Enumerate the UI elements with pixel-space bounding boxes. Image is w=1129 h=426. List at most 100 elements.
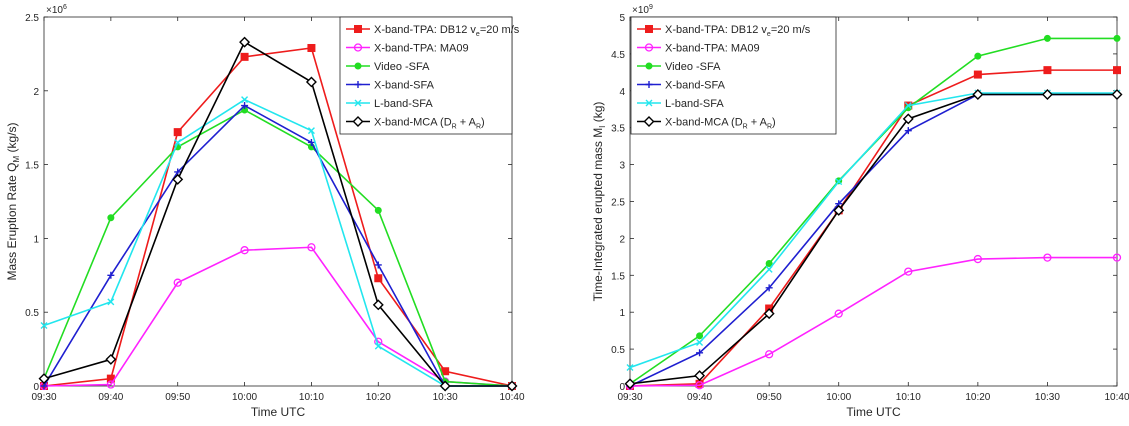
data-point [973, 70, 982, 79]
data-point [374, 206, 382, 214]
data-point [307, 127, 315, 135]
data-point [764, 350, 774, 359]
legend: X-band-TPA: DB12 ve=20 m/s X-band-TPA: MA… [630, 16, 837, 135]
data-point [240, 246, 249, 255]
legend-entry: X-band-MCA (DR + AR) [346, 116, 485, 131]
data-point [904, 102, 912, 110]
data-point [834, 309, 843, 318]
data-point [626, 364, 634, 372]
legend-label: L-band-SFA [665, 98, 724, 110]
legend-entry: X-band-TPA: MA09 [637, 43, 760, 55]
series-6 [38, 36, 518, 392]
data-point [374, 274, 383, 283]
legend-swatch-marker [645, 99, 653, 107]
series-line [43, 246, 513, 387]
series-line [629, 69, 1117, 387]
data-point [765, 265, 773, 273]
x-tick-label: 10:20 [965, 392, 990, 403]
data-point [1111, 89, 1123, 100]
series-line [629, 256, 1117, 387]
data-point [1041, 89, 1053, 100]
legend-entry: X-band-MCA (DR + AR) [637, 116, 776, 131]
data-point [107, 214, 115, 222]
x-tick-label: 09:40 [98, 392, 123, 403]
data-point [696, 338, 704, 346]
data-point [902, 113, 914, 125]
data-point [763, 308, 775, 320]
x-tick-label: 10:10 [299, 392, 324, 403]
x-tick-label: 09:50 [165, 392, 190, 403]
x-tick-label: 10:00 [232, 392, 257, 403]
legend-label: X-band-MCA (DR + AR) [374, 117, 485, 131]
legend-entry: L-band-SFA [637, 98, 724, 110]
y-tick-label: 1 [33, 234, 39, 245]
legend-label: Video -SFA [374, 61, 430, 73]
x-tick-label: 10:30 [1035, 392, 1060, 403]
data-point [904, 127, 912, 135]
y-exponent-label: ×106 [46, 4, 67, 16]
y-tick-label: 3 [619, 161, 625, 172]
data-point [241, 96, 249, 104]
y-tick-label: 2 [619, 234, 625, 245]
data-point [972, 89, 984, 100]
series-line [43, 98, 512, 387]
data-point [1043, 253, 1052, 262]
y-tick-label: 2 [33, 87, 39, 98]
y-tick-label: 0.5 [611, 345, 625, 356]
data-point [174, 138, 182, 146]
data-point [374, 261, 382, 269]
data-point [506, 380, 518, 392]
legend-box [630, 16, 837, 135]
legend-entry: Video -SFA [637, 61, 721, 73]
y-axis-label: Mass Eruption Rate QM (kg/s) [5, 122, 21, 280]
legend-entry: X-band-SFA [637, 80, 726, 92]
data-point [107, 298, 115, 306]
data-point [1112, 253, 1122, 262]
data-point [765, 284, 773, 292]
series-5 [40, 96, 516, 390]
y-tick-label: 4.5 [611, 50, 625, 61]
y-axis-label: Time-Integrated erupted mass MI (kg) [591, 102, 607, 302]
legend-entry: Video -SFA [346, 61, 430, 73]
data-point [307, 138, 315, 146]
legend-entry: X-band-TPA: MA09 [346, 43, 469, 55]
legend-swatch-marker [354, 62, 362, 70]
y-tick-label: 1.5 [25, 161, 39, 172]
chart-2: 0 0.5 1 1.5 2 2.5 3 3.5 4 4.5 5 09:30 09:40 09:50 10:0… [591, 4, 1129, 419]
x-tick-label: 10:20 [366, 392, 391, 403]
legend-entry: X-band-SFA [346, 80, 435, 92]
data-point [833, 204, 845, 216]
y-tick-label: 2.5 [611, 198, 625, 209]
series-line [629, 93, 1117, 385]
data-point [307, 43, 316, 52]
data-point [374, 342, 382, 350]
legend-label: X-band-TPA: DB12 ve=20 m/s [374, 24, 520, 38]
legend-swatch-marker [354, 99, 362, 107]
data-point [1113, 34, 1121, 42]
x-tick-label: 09:30 [617, 392, 642, 403]
legend-swatch-marker [645, 25, 653, 33]
y-tick-label: 2.5 [25, 13, 39, 24]
data-point [696, 349, 704, 357]
data-point [1113, 66, 1121, 75]
x-tick-label: 10:40 [499, 392, 524, 403]
legend: X-band-TPA: DB12 ve=20 m/s X-band-TPA: MA… [339, 16, 520, 135]
data-point [695, 381, 704, 390]
series-6 [624, 89, 1123, 390]
legend-swatch-marker [645, 62, 653, 70]
series-line [43, 40, 512, 387]
series-line [629, 92, 1117, 369]
x-tick-label: 09:30 [31, 392, 56, 403]
legend-swatch-marker [644, 43, 654, 52]
y-tick-label: 1.5 [611, 271, 625, 282]
legend-label: X-band-SFA [665, 80, 726, 92]
y-tick-label: 1 [619, 308, 625, 319]
legend-swatch-marker [352, 116, 364, 127]
data-point [38, 373, 50, 385]
data-point [173, 278, 182, 287]
legend-label: X-band-SFA [374, 80, 435, 92]
legend-label: X-band-TPA: MA09 [665, 43, 760, 55]
data-point [40, 321, 48, 329]
legend-entry: X-band-TPA: DB12 ve=20 m/s [346, 24, 520, 38]
